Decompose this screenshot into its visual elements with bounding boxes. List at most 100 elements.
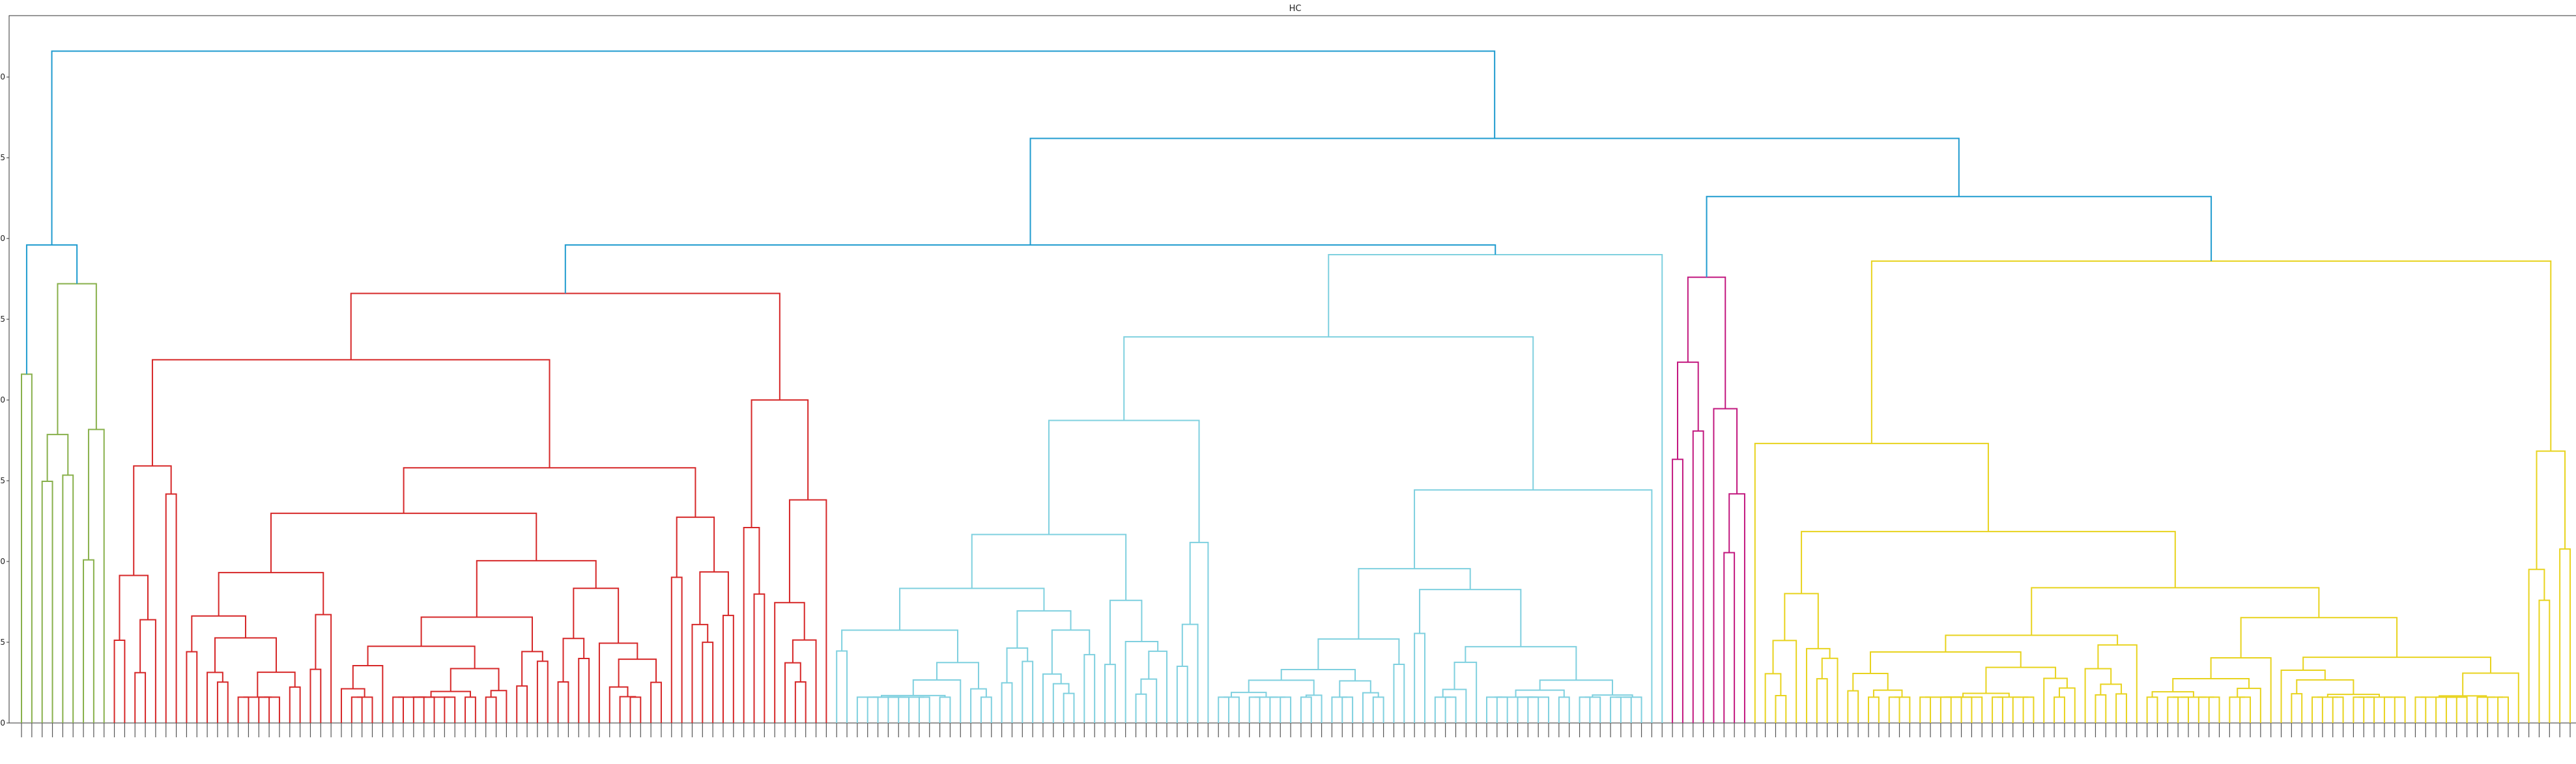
dendrogram-link xyxy=(340,688,365,723)
dendrogram-link xyxy=(1610,696,1622,723)
dendrogram-link xyxy=(887,696,900,723)
dendrogram-link xyxy=(722,614,734,723)
dendrogram-link xyxy=(216,681,229,723)
dendrogram-link xyxy=(351,696,363,723)
dendrogram-link xyxy=(1584,696,1601,723)
dendrogram-link xyxy=(207,672,223,723)
y-tick-label: 2.5 xyxy=(0,638,5,647)
dendrogram-link xyxy=(450,668,500,692)
dendrogram-link xyxy=(430,690,471,698)
dendrogram-link xyxy=(1672,459,1683,723)
dendrogram-link xyxy=(444,696,456,723)
dendrogram-link xyxy=(2237,687,2261,723)
dendrogram-link xyxy=(1317,638,1400,670)
dendrogram-link xyxy=(1176,666,1188,723)
dendrogram-link xyxy=(2536,450,2566,570)
dendrogram-link xyxy=(2414,696,2427,723)
dendrogram-link xyxy=(1248,696,1261,723)
dendrogram-link xyxy=(608,686,629,723)
dendrogram-link xyxy=(1943,696,1983,723)
dendrogram-link xyxy=(1754,442,1989,723)
leaf-labels xyxy=(21,723,2571,737)
dendrogram-link xyxy=(46,434,69,482)
dendrogram-link xyxy=(21,373,33,723)
dendrogram-link xyxy=(1280,696,1292,723)
dendrogram-link xyxy=(1919,696,1932,723)
dendrogram-link xyxy=(1692,430,1704,723)
y-tick-label: 15.0 xyxy=(0,234,5,243)
dendrogram-link xyxy=(2487,696,2504,723)
dendrogram-link xyxy=(1945,634,2119,652)
dendrogram-link xyxy=(1527,696,1539,723)
dendrogram-link xyxy=(2448,696,2468,723)
dendrogram-link xyxy=(1042,673,1062,723)
dendrogram-link xyxy=(465,696,476,723)
dendrogram-link xyxy=(367,645,476,669)
dendrogram-link xyxy=(1339,680,1371,698)
dendrogram-link xyxy=(2146,696,2158,723)
dendrogram-link xyxy=(521,651,543,686)
dendrogram-link xyxy=(918,696,930,723)
dendrogram-link xyxy=(1558,696,1570,723)
dendrogram-link xyxy=(309,668,322,723)
dendrogram-link xyxy=(2115,693,2127,723)
dendrogram-link xyxy=(970,688,987,723)
dendrogram-link xyxy=(784,662,801,723)
dendrogram-link xyxy=(971,533,1127,601)
dendrogram-link xyxy=(133,465,172,576)
dendrogram-link xyxy=(1687,276,1726,409)
dendrogram-link xyxy=(218,572,324,616)
dendrogram-link xyxy=(418,696,435,723)
dendrogram-link xyxy=(2095,694,2107,723)
dendrogram-link xyxy=(1181,623,1199,723)
dendrogram-link xyxy=(1775,694,1787,723)
dendrogram-link xyxy=(751,399,809,528)
dendrogram-link xyxy=(2528,569,2545,723)
dendrogram-link xyxy=(1052,683,1070,723)
dendrogram-link xyxy=(564,244,1496,294)
dendrogram-link xyxy=(516,685,528,723)
y-tick-label: 5.0 xyxy=(0,557,5,566)
dendrogram-link xyxy=(1419,589,1522,647)
chart-title: HC xyxy=(1289,4,1302,14)
y-tick-label: 12.5 xyxy=(0,315,5,324)
dendrogram-link xyxy=(1801,531,2176,594)
dendrogram-link xyxy=(1805,647,1831,723)
dendrogram-link xyxy=(2043,677,2068,723)
dendrogram-link xyxy=(289,686,301,723)
dendrogram-link xyxy=(2151,691,2194,698)
dendrogram-link xyxy=(1869,651,2022,673)
dendrogram-link xyxy=(2462,672,2519,723)
dendrogram-link xyxy=(1140,678,1158,723)
dendrogram-link xyxy=(699,571,729,625)
y-tick-label: 0.0 xyxy=(0,718,5,728)
dendrogram-link xyxy=(562,638,585,682)
dendrogram-link xyxy=(980,696,992,723)
dendrogram-link xyxy=(2172,678,2250,692)
dendrogram-link xyxy=(2476,696,2496,723)
dendrogram-link xyxy=(1358,568,1471,640)
dendrogram-link xyxy=(237,696,250,723)
dendrogram-link xyxy=(691,623,709,723)
dendrogram-link xyxy=(113,639,126,723)
dendrogram-link xyxy=(598,642,638,723)
dendrogram-link xyxy=(1029,137,1960,246)
dendrogram-link xyxy=(2031,587,2320,636)
dendrogram-link xyxy=(619,696,637,723)
dendrogram-link xyxy=(2167,696,2179,723)
dendrogram-link xyxy=(490,690,508,723)
dendrogram-link xyxy=(1852,672,1889,691)
dendrogram-link xyxy=(1872,689,1903,698)
dendrogram-link xyxy=(578,658,590,723)
dendrogram-link xyxy=(2383,696,2400,723)
dendrogram-link xyxy=(51,50,1496,246)
dendrogram-link xyxy=(1372,696,1384,723)
dendrogram-link xyxy=(1063,692,1075,723)
dendrogram-link xyxy=(2208,696,2220,723)
y-axis: 0.0 2.5 5.0 7.5 10.0 12.5 15.0 17.5 20.0 xyxy=(0,72,9,728)
dendrogram-link xyxy=(1985,666,2057,694)
dendrogram-link xyxy=(1728,493,1745,723)
dendrogram-link xyxy=(352,664,384,723)
dendrogram-link xyxy=(2441,696,2457,723)
